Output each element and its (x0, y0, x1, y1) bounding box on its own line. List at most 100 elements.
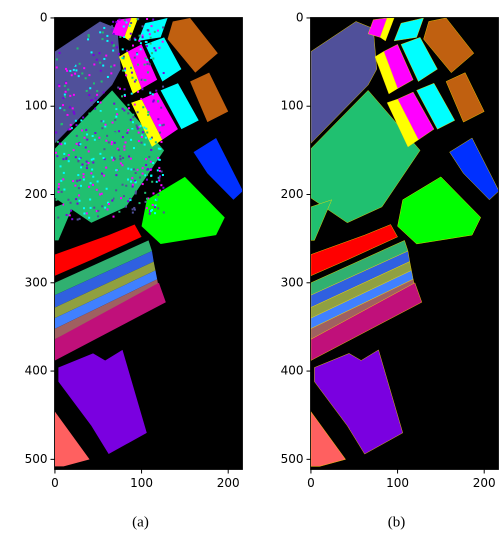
noise-pixel (75, 69, 77, 71)
noise-pixel (150, 210, 152, 212)
noise-pixel (83, 137, 85, 139)
noise-pixel (146, 174, 148, 176)
noise-pixel (66, 194, 68, 196)
noise-pixel (131, 72, 133, 74)
noise-pixel (155, 90, 157, 92)
noise-pixel (147, 71, 149, 73)
noise-pixel (82, 184, 84, 186)
noise-pixel (105, 145, 107, 147)
noise-pixel (124, 69, 126, 71)
noise-pixel (99, 202, 101, 204)
noise-pixel (124, 94, 126, 96)
noise-pixel (97, 180, 99, 182)
noise-pixel (96, 59, 98, 61)
noise-pixel (92, 158, 94, 160)
noise-pixel (107, 76, 109, 78)
noise-pixel (160, 107, 162, 109)
noise-pixel (99, 112, 101, 114)
noise-pixel (111, 141, 113, 143)
noise-pixel (58, 191, 60, 193)
noise-pixel (88, 186, 90, 188)
noise-pixel (93, 82, 95, 84)
noise-pixel (71, 206, 73, 208)
noise-pixel (150, 149, 152, 151)
noise-pixel (97, 101, 99, 103)
noise-pixel (60, 123, 62, 125)
noise-pixel (103, 58, 105, 60)
noise-pixel (70, 124, 72, 126)
noise-pixel (111, 25, 113, 27)
noise-pixel (115, 189, 117, 191)
noise-pixel (103, 175, 105, 177)
noise-pixel (97, 215, 99, 217)
noise-pixel (149, 63, 151, 65)
noise-pixel (118, 53, 120, 55)
noise-pixel (148, 156, 150, 158)
noise-pixel (150, 37, 152, 39)
y-tick-label: 0 (296, 10, 304, 24)
noise-pixel (101, 127, 103, 129)
noise-pixel (78, 194, 80, 196)
noise-pixel (157, 101, 159, 103)
noise-pixel (161, 171, 163, 173)
noise-pixel (63, 172, 65, 174)
noise-pixel (146, 63, 148, 65)
noise-pixel (92, 200, 94, 202)
noise-pixel (103, 148, 105, 150)
noise-pixel (112, 159, 114, 161)
noise-pixel (128, 107, 130, 109)
noise-pixel (141, 142, 143, 144)
noise-pixel (87, 38, 89, 40)
noise-pixel (90, 182, 92, 184)
noise-pixel (75, 124, 77, 126)
noise-pixel (162, 174, 164, 176)
noise-pixel (155, 141, 157, 143)
noise-pixel (55, 199, 57, 201)
noise-pixel (158, 148, 160, 150)
noise-pixel (111, 143, 113, 145)
noise-pixel (162, 187, 164, 189)
noise-pixel (135, 191, 137, 193)
panel: 01002003004005000100200(a) (25, 10, 243, 530)
noise-pixel (135, 181, 137, 183)
image (55, 18, 243, 470)
noise-pixel (86, 133, 88, 135)
noise-pixel (140, 125, 142, 127)
noise-pixel (120, 197, 122, 199)
noise-pixel (75, 198, 77, 200)
noise-pixel (73, 111, 75, 113)
noise-pixel (73, 113, 75, 115)
noise-pixel (124, 111, 126, 113)
noise-pixel (130, 199, 132, 201)
noise-pixel (154, 206, 156, 208)
noise-pixel (162, 86, 164, 88)
noise-pixel (136, 18, 138, 20)
noise-pixel (126, 50, 128, 52)
noise-pixel (158, 177, 160, 179)
noise-pixel (135, 172, 137, 174)
noise-pixel (134, 39, 136, 41)
noise-pixel (91, 124, 93, 126)
noise-pixel (91, 51, 93, 53)
noise-pixel (127, 200, 129, 202)
noise-pixel (120, 162, 122, 164)
noise-pixel (150, 161, 152, 163)
noise-pixel (63, 189, 65, 191)
noise-pixel (115, 116, 117, 118)
noise-pixel (98, 140, 100, 142)
x-tick-label: 200 (473, 476, 496, 490)
noise-pixel (123, 195, 125, 197)
noise-pixel (113, 216, 115, 218)
noise-pixel (131, 93, 133, 95)
noise-pixel (78, 187, 80, 189)
noise-pixel (66, 70, 68, 72)
noise-pixel (157, 118, 159, 120)
noise-pixel (92, 161, 94, 163)
noise-pixel (102, 120, 104, 122)
noise-pixel (127, 112, 129, 114)
noise-pixel (157, 194, 159, 196)
noise-pixel (145, 164, 147, 166)
noise-pixel (68, 160, 70, 162)
noise-pixel (75, 156, 77, 158)
noise-pixel (144, 144, 146, 146)
